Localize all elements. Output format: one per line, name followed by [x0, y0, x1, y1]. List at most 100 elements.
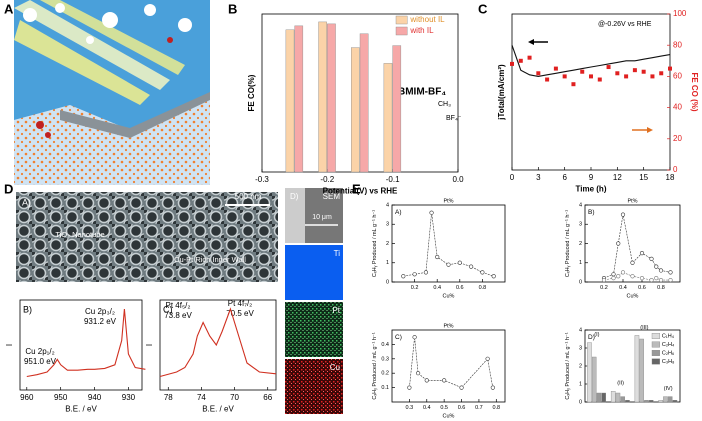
annotation: Cu 2p₃/₂	[85, 307, 115, 316]
x-tick-label: -0.2	[320, 175, 334, 184]
annotation: TiO₂ Nanotube	[55, 230, 104, 239]
bar	[601, 392, 606, 403]
y-axis-label: jTotal(mA/cm²)	[497, 64, 506, 121]
annotation: 70.5 eV	[226, 309, 254, 318]
x-tick-label: 0.6	[638, 285, 646, 291]
point	[412, 335, 417, 340]
y2-tick-label: 100	[673, 9, 687, 18]
point	[491, 274, 496, 279]
plot-frame	[391, 204, 506, 283]
x-tick-label: 0.8	[657, 285, 665, 291]
annotation: 931.2 eV	[84, 317, 117, 326]
point	[580, 69, 585, 74]
bar	[615, 392, 621, 403]
point	[630, 260, 635, 265]
point	[659, 71, 664, 76]
x-tick-label: -0.3	[255, 175, 269, 184]
x-tick-label: 930	[122, 393, 136, 402]
line	[603, 214, 671, 279]
bar	[392, 45, 402, 173]
annotation: 73.8 eV	[164, 311, 192, 320]
x-tick-label: 66	[263, 393, 272, 402]
x-tick-label: 0.8	[479, 285, 487, 291]
point	[562, 74, 567, 79]
top-axis-label: Pt%	[627, 198, 637, 204]
point	[429, 210, 434, 215]
annotation: 951.0 eV	[24, 357, 57, 366]
bar	[644, 400, 649, 403]
x-axis-label: Cu%	[443, 294, 455, 300]
point	[654, 276, 659, 281]
y-tick-label: 0	[579, 279, 582, 285]
legend-swatch	[395, 26, 408, 36]
y-tick-label: 3	[579, 345, 582, 351]
point	[668, 277, 673, 283]
y-tick-label: 2	[579, 241, 582, 247]
top-axis-label: Pt%	[443, 323, 453, 329]
y-tick-label: 0.2	[381, 371, 389, 377]
legend-label: without IL	[409, 15, 445, 24]
point	[485, 356, 490, 361]
point	[620, 270, 626, 275]
y-axis-label: I	[5, 344, 14, 346]
plot-frame	[159, 299, 277, 391]
point	[658, 268, 664, 273]
category-label: (II)	[617, 381, 624, 387]
category-label: (III)	[640, 325, 648, 331]
y-tick-label: 0.4	[381, 342, 389, 348]
panel-label: D	[4, 181, 13, 196]
subplot-label: A)	[395, 209, 402, 216]
x-axis-label: B.E. / eV	[65, 405, 97, 414]
line	[409, 337, 494, 388]
bar	[672, 400, 678, 403]
point	[459, 385, 464, 390]
y-tick-label: 2	[386, 241, 389, 247]
x-tick-label: 960	[20, 393, 34, 402]
x-axis-label: Cu%	[443, 414, 455, 420]
annotation: Pt 4f₅/₂	[165, 301, 190, 310]
sem-label: A)	[22, 197, 31, 207]
point	[424, 378, 429, 383]
point	[510, 61, 514, 66]
x-tick-label: 0.0	[452, 175, 464, 184]
line	[603, 272, 671, 281]
plot-frame	[584, 204, 681, 283]
x-axis-label: Cu%	[627, 294, 639, 300]
x-tick-label: 0.4	[423, 405, 431, 411]
scale-label: 10 μm	[312, 214, 332, 221]
x-tick-label: 18	[666, 173, 675, 182]
plot-frame	[391, 329, 506, 403]
bar	[625, 400, 630, 403]
x-tick-label: 0.7	[475, 405, 483, 411]
y-axis-label: CₓHᵧ Produced / mL g⁻¹ h⁻¹	[372, 210, 378, 277]
eds-title: SEM	[323, 192, 341, 201]
bar	[327, 23, 336, 173]
y-tick-label: 0.3	[381, 356, 389, 362]
point	[649, 256, 654, 262]
y-axis-label: CₓHᵧ Produced / mL g⁻¹ h⁻¹	[565, 210, 571, 277]
point	[545, 77, 550, 82]
panel-label: B	[228, 1, 237, 16]
y-tick-label: 3	[386, 222, 389, 228]
x-axis-label: Potential(V) vs RHE	[323, 187, 398, 196]
scale-label: 500 nm	[235, 192, 262, 201]
y-tick-label: 3	[579, 222, 582, 228]
x-tick-label: 15	[639, 173, 648, 182]
point	[616, 241, 621, 246]
annotation: BF₄⁻	[446, 115, 462, 122]
bar	[285, 29, 295, 173]
x-tick-label: 9	[589, 173, 594, 182]
point	[518, 58, 523, 63]
point	[407, 385, 412, 390]
annotation: BMIM-BF₄	[398, 87, 446, 98]
x-tick-label: 74	[197, 393, 206, 402]
illustration	[14, 0, 210, 185]
x-tick-label: 6	[562, 173, 567, 182]
bar	[639, 338, 644, 403]
legend-swatch	[651, 350, 660, 356]
point	[611, 276, 616, 281]
point	[412, 272, 417, 277]
point	[616, 274, 621, 279]
bar	[634, 335, 640, 403]
